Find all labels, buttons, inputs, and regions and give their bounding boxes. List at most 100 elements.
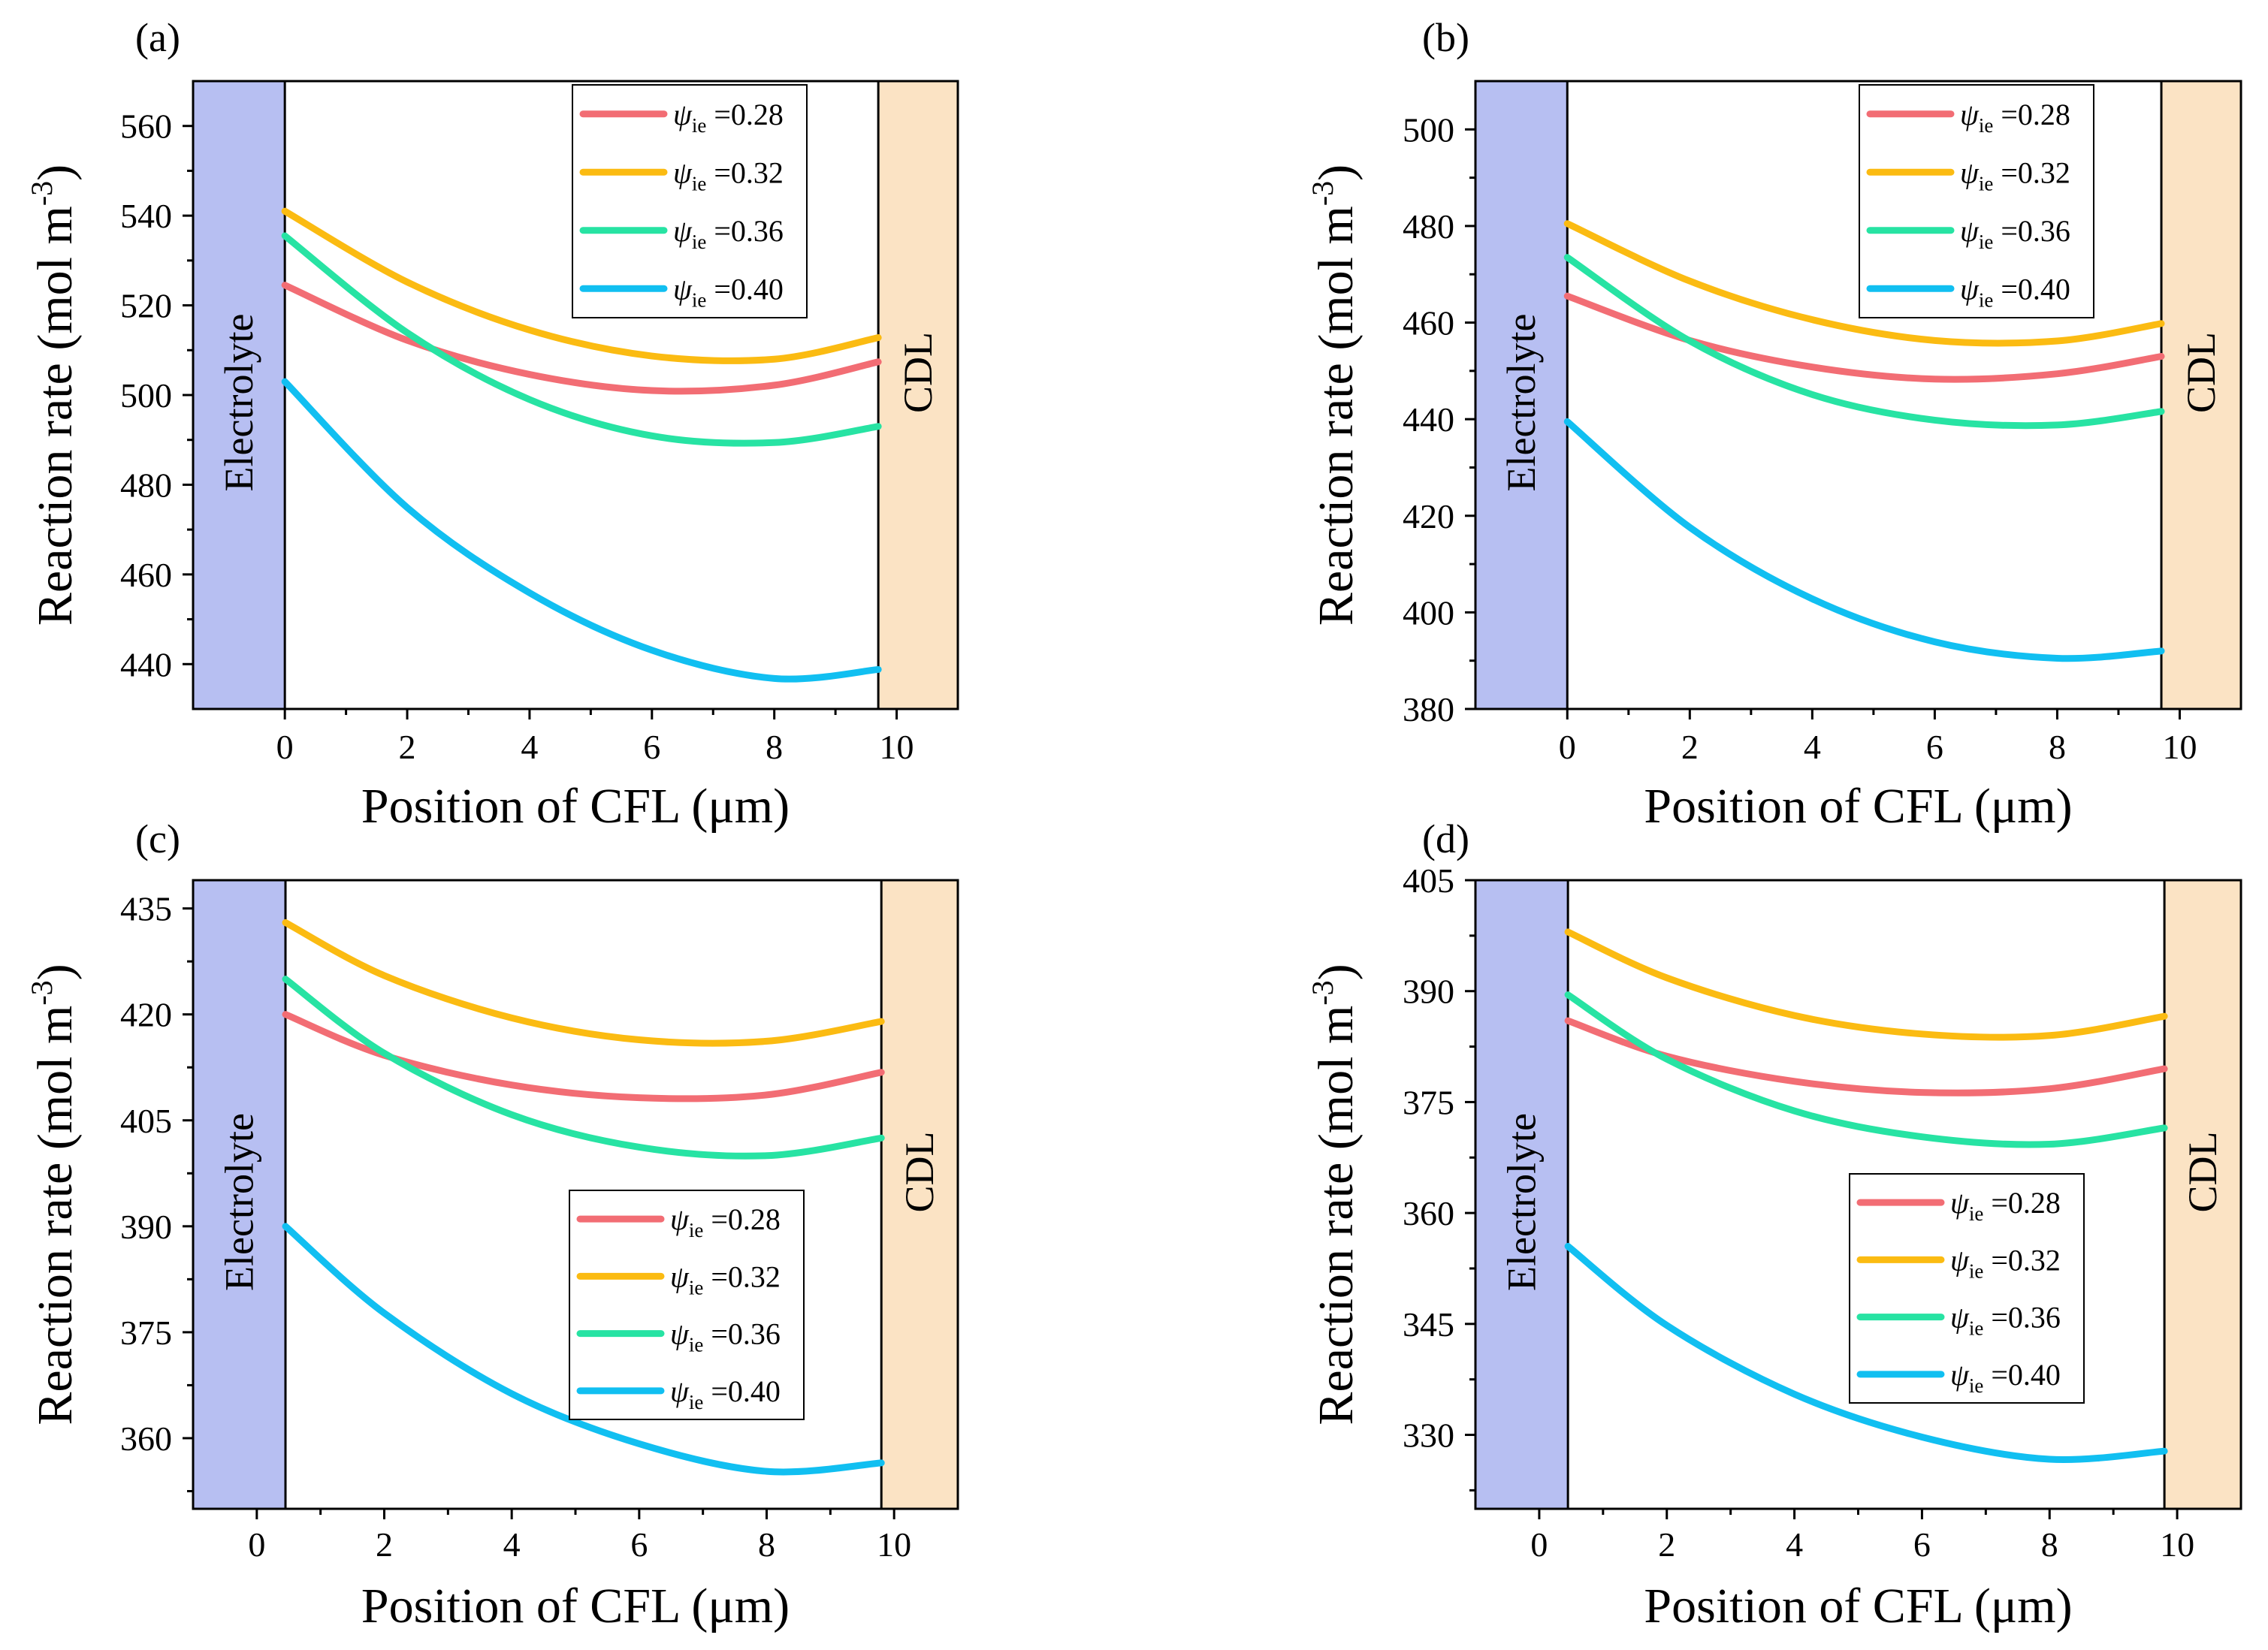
x-tick-label: 2 [1681,728,1699,766]
legend-entry: ψie =0.32 [1960,155,2070,195]
series-line-0-28 [1563,292,2165,383]
panel-label: (d) [1422,816,1469,861]
legend-box [1859,84,2094,318]
legend-entry: ψie =0.36 [673,214,784,253]
x-tick-label: 4 [521,728,538,766]
x-tick-label: 8 [2041,1525,2058,1564]
y-tick-label: 500 [120,376,172,415]
series-line-0-28 [282,1011,885,1103]
legend-entry: ψie =0.28 [1950,1186,2061,1225]
y-tick-label: 560 [120,107,172,146]
legend-entry: ψie =0.32 [673,155,784,195]
x-tick-label: 6 [1913,1525,1931,1564]
y-tick-label: 380 [1403,690,1454,728]
y-tick-label: 500 [1403,110,1454,149]
legend-entry: ψie =0.40 [1960,272,2070,311]
series-line-0-28 [281,282,882,395]
x-tick-label: 10 [2162,728,2197,766]
x-axis-title: Position of CFL (μm) [1644,779,2072,834]
x-tick-label: 2 [399,728,416,766]
y-tick-label: 405 [1403,861,1454,900]
y-tick-label: 460 [120,556,172,594]
y-tick-label: 330 [1403,1416,1454,1455]
y-tick-label: 540 [120,197,172,235]
panel-label: (b) [1422,15,1469,60]
x-tick-label: 6 [630,1525,648,1564]
panel-c: Electrolyte CDL 0 2 4 6 8 10 360 375 390 405 420 435 P… [25,816,959,1633]
cdl-region [881,880,958,1509]
series-line-0-40 [281,378,882,683]
legend-entry: ψie =0.28 [673,98,784,137]
panel-label: (c) [135,816,180,861]
x-tick-label: 4 [503,1525,521,1564]
x-tick-label: 10 [2160,1525,2194,1564]
legend-box [1849,1173,2085,1404]
cdl-label: CDL [895,332,941,413]
electrolyte-region [193,81,285,709]
y-tick-label: 420 [1403,497,1454,535]
x-tick-label: 4 [1804,728,1821,766]
y-axis-title: Reaction rate (mol m-3) [1306,964,1364,1425]
y-tick-label: 375 [120,1314,172,1352]
panel-b: Electrolyte CDL 0 2 4 6 8 10 380 400 420 440 460 480 5… [1306,15,2242,834]
legend-entry: ψie =0.40 [670,1374,781,1413]
series-line-0-40 [1564,1242,2168,1463]
electrolyte-region [1475,880,1569,1509]
legend-entry: ψie =0.36 [1950,1301,2061,1340]
series-line-0-36 [1564,991,2168,1148]
y-tick-label: 405 [120,1102,172,1140]
cdl-region [2164,880,2241,1509]
x-tick-label: 0 [248,1525,265,1564]
y-tick-label: 440 [1403,400,1454,439]
cdl-region [2161,81,2241,709]
legend-entry: ψie =0.36 [1960,214,2070,253]
x-axis-title: Position of CFL (μm) [361,779,790,834]
y-tick-label: 390 [1403,973,1454,1011]
x-tick-label: 8 [758,1525,775,1564]
series-line-0-40 [1563,418,2165,662]
y-tick-label: 480 [120,466,172,504]
x-tick-label: 10 [880,728,914,766]
panel-label: (a) [135,15,180,60]
y-tick-label: 440 [120,645,172,683]
y-tick-label: 360 [1403,1194,1454,1232]
plot-frame [1474,80,2242,710]
cdl-region [878,81,958,709]
x-tick-label: 0 [1559,728,1576,766]
y-tick-label: 360 [120,1419,172,1458]
panel-a: Electrolyte CDL 0 2 4 6 8 10 440 460 480 500 520 540 5… [25,15,959,834]
cdl-label: CDL [2179,332,2224,413]
series-line-0-32 [282,919,885,1047]
series-line-0-36 [1563,254,2165,430]
y-tick-label: 420 [120,996,172,1034]
y-tick-label: 435 [120,890,172,928]
legend-entry: ψie =0.40 [1950,1358,2061,1397]
x-tick-label: 0 [276,728,294,766]
electrolyte-label: Electrolyte [1499,314,1544,492]
legend-box [572,84,808,318]
x-tick-label: 2 [1658,1525,1675,1564]
y-tick-label: 520 [120,287,172,325]
y-tick-label: 375 [1403,1083,1454,1121]
series-line-0-36 [281,232,882,447]
legend: ψie =0.28 ψie =0.32 ψie =0.36 ψie =0.40 [572,84,808,318]
y-tick-label: 400 [1403,593,1454,632]
series-line-0-32 [281,207,882,364]
x-tick-label: 6 [1926,728,1943,766]
legend: ψie =0.28 ψie =0.32 ψie =0.36 ψie =0.40 [1849,1173,2085,1404]
electrolyte-region [1475,81,1568,709]
series-line-0-36 [282,976,885,1160]
legend-entry: ψie =0.28 [1960,98,2070,137]
x-tick-label: 8 [766,728,783,766]
y-axis-title: Reaction rate (mol m-3) [25,164,83,626]
x-axis-title: Position of CFL (μm) [1644,1579,2072,1633]
y-axis-title: Reaction rate (mol m-3) [1306,164,1364,626]
series-line-0-32 [1564,928,2168,1041]
x-axis-title: Position of CFL (μm) [361,1579,790,1633]
y-tick-label: 480 [1403,207,1454,246]
x-tick-label: 6 [643,728,660,766]
x-tick-label: 10 [877,1525,911,1564]
electrolyte-region [193,880,286,1509]
legend-box [569,1190,805,1420]
